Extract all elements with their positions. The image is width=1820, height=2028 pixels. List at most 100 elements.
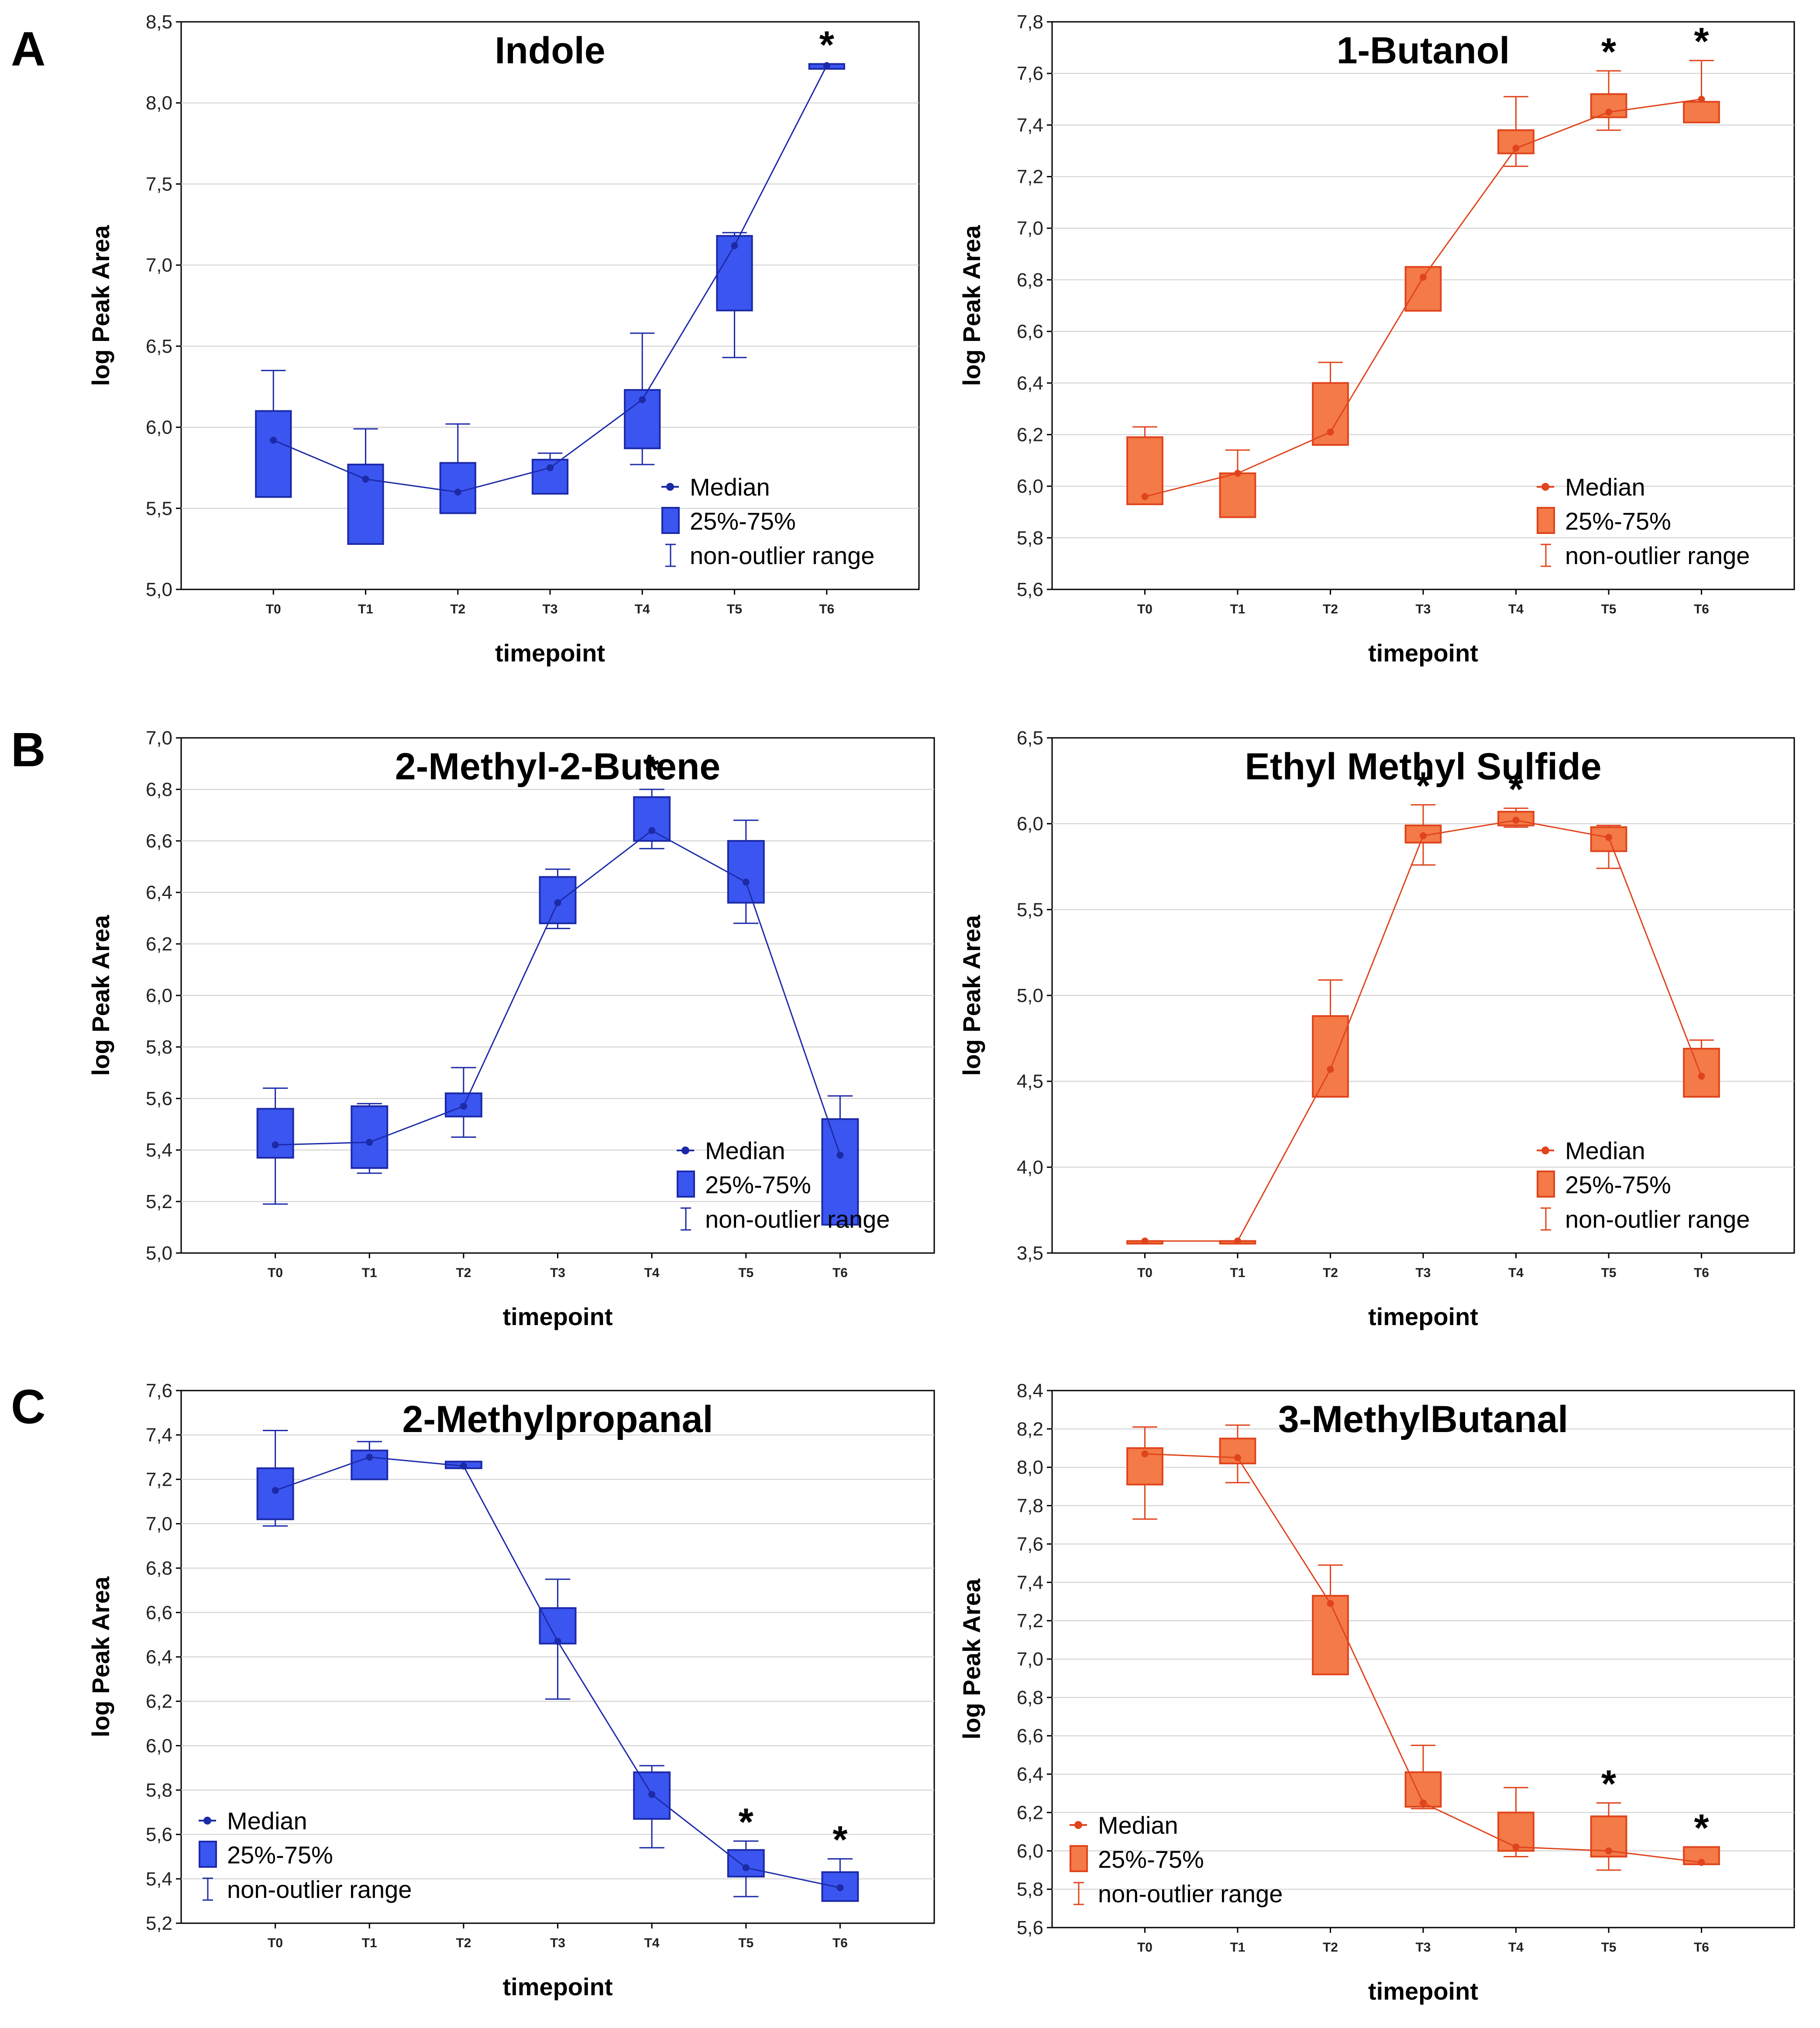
y-tick-label: 6,2 bbox=[1017, 1802, 1043, 1823]
box bbox=[1497, 811, 1534, 826]
y-tick-label: 6,8 bbox=[146, 779, 172, 800]
y-tick-label: 7,4 bbox=[1017, 114, 1043, 136]
median-point bbox=[1512, 145, 1520, 152]
panel-label-b: B bbox=[11, 723, 45, 777]
chart-methylpropanal: 5,2 5,4 5,6 5,8 6,0 6,2 6,4 6,6 6,8 7,0 7,2 7,4 7,6 T… bbox=[87, 1380, 935, 2000]
chart-title: 2-Methylpropanal bbox=[403, 1398, 713, 1440]
y-tick-label: 6,8 bbox=[146, 1558, 172, 1579]
legend-box-swatch bbox=[1070, 1845, 1088, 1872]
y-tick-label: 5,2 bbox=[146, 1191, 172, 1212]
legend-median-dot bbox=[1541, 1147, 1549, 1154]
median-point bbox=[1234, 470, 1241, 477]
y-tick-label: 5,8 bbox=[1017, 527, 1043, 549]
legend-median-dot bbox=[666, 483, 674, 491]
y-tick-label: 8,2 bbox=[1017, 1419, 1043, 1440]
x-tick-label: T1 bbox=[362, 1936, 377, 1950]
panel-label-a: A bbox=[11, 22, 45, 76]
median-point bbox=[1698, 96, 1705, 103]
median-point bbox=[270, 437, 277, 444]
legend-box-swatch bbox=[661, 507, 680, 534]
x-tick-label: T4 bbox=[1508, 602, 1524, 616]
median-point bbox=[1327, 1066, 1334, 1073]
median-point bbox=[1234, 1454, 1241, 1461]
x-tick-label: T1 bbox=[358, 602, 373, 616]
significance-marker: * bbox=[819, 23, 835, 66]
median-point bbox=[1420, 832, 1427, 840]
x-tick-label: T0 bbox=[268, 1266, 283, 1280]
y-tick-label: 6,8 bbox=[1017, 269, 1043, 291]
box bbox=[531, 458, 569, 495]
legend-median-dot bbox=[681, 1147, 689, 1154]
box bbox=[256, 1108, 294, 1159]
y-axis-label: log Peak Area bbox=[87, 915, 114, 1076]
y-tick-label: 6,0 bbox=[1017, 813, 1043, 835]
median-point bbox=[742, 1864, 750, 1871]
y-tick-label: 5,6 bbox=[1017, 579, 1043, 600]
x-tick-label: T0 bbox=[1137, 1266, 1153, 1280]
x-tick-label: T1 bbox=[362, 1266, 377, 1280]
box bbox=[633, 796, 671, 842]
box bbox=[821, 1871, 859, 1902]
legend-whisker-label: non-outlier range bbox=[705, 1205, 890, 1233]
x-tick-label: T2 bbox=[1323, 602, 1338, 616]
legend-whisker-label: non-outlier range bbox=[1565, 1205, 1750, 1233]
median-point bbox=[1698, 1072, 1705, 1080]
legend-median-label: Median bbox=[227, 1807, 307, 1835]
box bbox=[1312, 1015, 1349, 1098]
legend-median-label: Median bbox=[1565, 1137, 1645, 1164]
box bbox=[255, 410, 292, 498]
x-tick-label: T6 bbox=[1694, 1940, 1709, 1955]
y-tick-label: 6,5 bbox=[1017, 727, 1043, 749]
median-point bbox=[1605, 1847, 1612, 1855]
chart-methylbutene: 5,0 5,2 5,4 5,6 5,8 6,0 6,2 6,4 6,6 6,8 7,0 T0 T1 T2 T… bbox=[87, 727, 935, 1330]
median-point bbox=[1512, 816, 1520, 824]
legend-median-label: Median bbox=[1098, 1811, 1178, 1839]
box bbox=[1404, 1771, 1442, 1808]
box bbox=[1404, 266, 1442, 312]
legend-whisker-label: non-outlier range bbox=[1098, 1880, 1283, 1907]
chart-title: Ethyl Methyl Sulfide bbox=[1245, 746, 1601, 788]
x-tick-label: T6 bbox=[833, 1266, 848, 1280]
y-tick-label: 6,0 bbox=[146, 985, 172, 1006]
y-tick-label: 7,6 bbox=[146, 1380, 172, 1401]
median-point bbox=[836, 1884, 844, 1891]
y-tick-label: 5,0 bbox=[1017, 985, 1043, 1006]
y-tick-label: 7,0 bbox=[146, 255, 172, 276]
y-tick-label: 5,5 bbox=[146, 498, 172, 519]
median-point bbox=[272, 1141, 279, 1149]
charts-container: 5,0 5,5 6,0 6,5 7,0 7,5 8,0 8,5 T0 T1 T2 T3 T4 T5 T6 ti… bbox=[87, 11, 1795, 2005]
y-tick-label: 6,0 bbox=[1017, 1840, 1043, 1862]
y-tick-label: 6,2 bbox=[146, 933, 172, 955]
y-tick-label: 5,2 bbox=[146, 1913, 172, 1934]
median-point bbox=[1141, 1450, 1149, 1457]
legend-median-label: Median bbox=[1565, 473, 1645, 501]
y-tick-label: 8,5 bbox=[146, 11, 172, 33]
y-tick-label: 6,6 bbox=[1017, 1725, 1043, 1747]
significance-marker: * bbox=[1601, 1762, 1617, 1805]
legend-box-swatch bbox=[199, 1841, 217, 1868]
x-tick-label: T3 bbox=[1415, 1940, 1431, 1955]
median-point bbox=[547, 464, 554, 472]
y-axis-label: log Peak Area bbox=[87, 1576, 114, 1737]
median-point bbox=[366, 1453, 373, 1461]
y-tick-label: 6,6 bbox=[146, 1602, 172, 1623]
y-tick-label: 8,0 bbox=[1017, 1457, 1043, 1478]
x-tick-label: T6 bbox=[1694, 1266, 1709, 1280]
median-point bbox=[1141, 1237, 1149, 1245]
legend-box-swatch bbox=[1537, 507, 1555, 534]
y-tick-label: 6,4 bbox=[146, 1646, 172, 1668]
y-tick-label: 4,5 bbox=[1017, 1071, 1043, 1092]
y-tick-label: 6,4 bbox=[1017, 372, 1043, 394]
y-tick-label: 7,2 bbox=[1017, 1610, 1043, 1632]
y-tick-label: 7,2 bbox=[1017, 166, 1043, 188]
y-tick-label: 5,6 bbox=[146, 1088, 172, 1109]
y-tick-label: 5,0 bbox=[146, 1243, 172, 1264]
legend-whisker-label: non-outlier range bbox=[1565, 542, 1750, 569]
y-tick-label: 7,0 bbox=[146, 1513, 172, 1535]
legend-whisker-label: non-outlier range bbox=[690, 542, 874, 569]
significance-marker: * bbox=[739, 1800, 754, 1843]
x-tick-label: T2 bbox=[456, 1266, 471, 1280]
x-tick-label: T4 bbox=[644, 1936, 660, 1950]
x-axis-label: timepoint bbox=[1368, 1303, 1478, 1330]
significance-marker: * bbox=[1694, 1806, 1709, 1849]
